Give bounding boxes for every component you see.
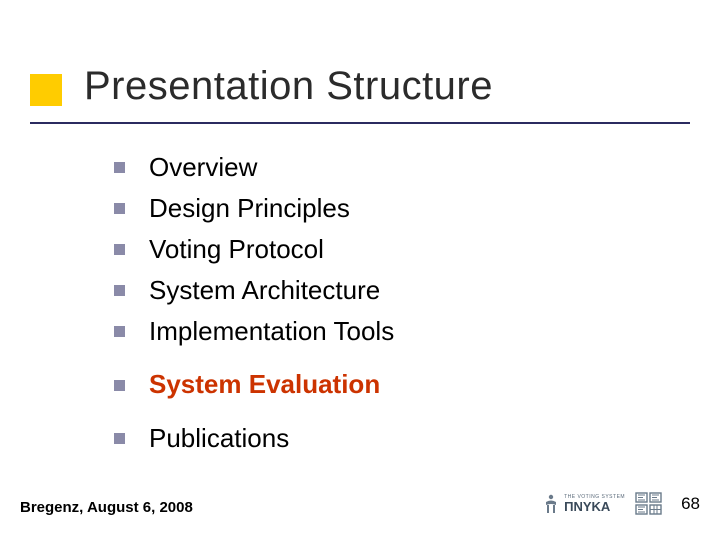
list-item-label: Voting Protocol <box>149 232 324 267</box>
title-rule <box>30 122 690 124</box>
pnyka-figure-icon <box>542 493 560 515</box>
logo-group: THE VOTING SYSTEM ΠNYKA <box>542 492 663 516</box>
bullet-icon <box>114 203 125 214</box>
spacer <box>114 355 660 367</box>
accent-square-icon <box>30 74 62 106</box>
list-item: Publications <box>114 421 660 456</box>
bullet-icon <box>114 433 125 444</box>
bullet-icon <box>114 285 125 296</box>
list-item-emphasis: System Evaluation <box>114 367 660 402</box>
bullet-icon <box>114 162 125 173</box>
list-item: Design Principles <box>114 191 660 226</box>
title-block: Presentation Structure <box>30 64 690 109</box>
list-item-label: Design Principles <box>149 191 350 226</box>
body-list: Overview Design Principles Voting Protoc… <box>114 150 660 462</box>
list-item: Overview <box>114 150 660 185</box>
list-item-label: Implementation Tools <box>149 314 394 349</box>
bullet-icon <box>114 380 125 391</box>
list-item-label: System Evaluation <box>149 367 380 402</box>
bullet-icon <box>114 244 125 255</box>
pnyka-logo-main: ΠNYKA <box>564 500 625 513</box>
spacer <box>114 409 660 421</box>
slide-title: Presentation Structure <box>84 64 690 109</box>
eett-logo-icon <box>635 492 663 516</box>
pnyka-logo-text: THE VOTING SYSTEM ΠNYKA <box>564 495 625 513</box>
footer-right: THE VOTING SYSTEM ΠNYKA <box>542 492 700 516</box>
slide-number: 68 <box>681 494 700 514</box>
bullet-icon <box>114 326 125 337</box>
footer-date: Bregenz, August 6, 2008 <box>20 499 193 516</box>
pnyka-logo: THE VOTING SYSTEM ΠNYKA <box>542 493 625 515</box>
list-item: Implementation Tools <box>114 314 660 349</box>
slide: Presentation Structure Overview Design P… <box>0 0 720 540</box>
list-item-label: Publications <box>149 421 289 456</box>
list-item-label: Overview <box>149 150 257 185</box>
list-item: Voting Protocol <box>114 232 660 267</box>
list-item: System Architecture <box>114 273 660 308</box>
footer: Bregenz, August 6, 2008 THE VOTING SYSTE… <box>20 492 700 516</box>
list-item-label: System Architecture <box>149 273 380 308</box>
